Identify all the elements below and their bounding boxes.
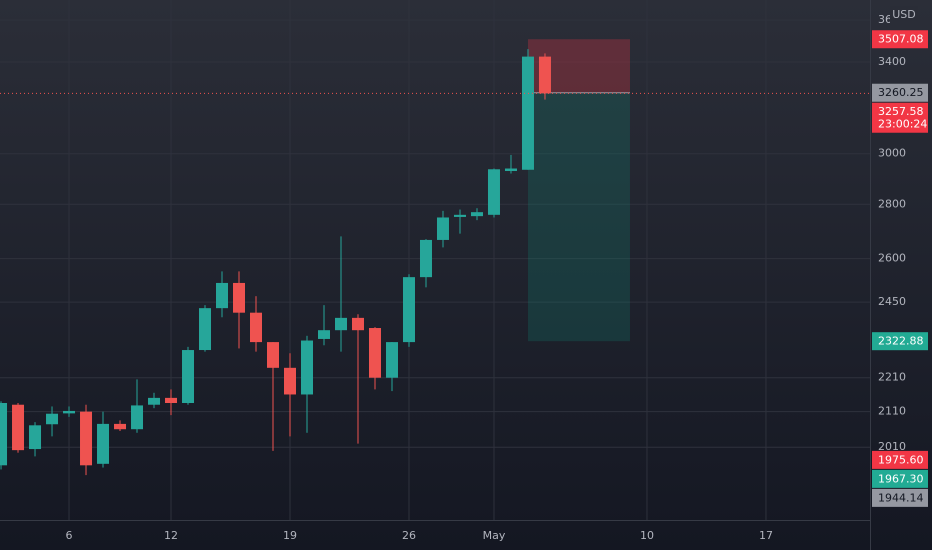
candle-body xyxy=(521,56,534,170)
candle-body xyxy=(29,425,42,450)
candle-body xyxy=(114,423,127,430)
y-tick-label: 2210 xyxy=(878,371,906,384)
candle-body xyxy=(233,282,246,313)
x-tick-label: 12 xyxy=(164,529,178,542)
candle-body xyxy=(199,308,212,351)
price-tag-label: 2322.88 xyxy=(878,335,924,348)
y-tick-label: 2110 xyxy=(878,405,906,418)
candle-body xyxy=(250,312,263,343)
y-tick-label: 3400 xyxy=(878,55,906,68)
price-tag-label: 3260.25 xyxy=(878,86,924,99)
x-tick-label: 17 xyxy=(759,529,773,542)
currency-bg xyxy=(890,6,918,24)
price-tag xyxy=(872,102,928,133)
candle-body xyxy=(63,410,76,414)
candle-body xyxy=(0,403,8,466)
candle-body xyxy=(267,342,280,368)
candle-body xyxy=(436,217,449,240)
candle-body xyxy=(538,56,551,94)
countdown-label: 23:00:24 xyxy=(878,118,927,131)
price-tag-label: 1944.14 xyxy=(878,491,924,504)
price-tag xyxy=(872,488,928,507)
candle-body xyxy=(334,317,347,331)
candle-body xyxy=(453,214,466,217)
price-tag-label: 1967.30 xyxy=(878,472,924,485)
candle-body xyxy=(148,397,161,405)
y-tick-label: 2600 xyxy=(878,252,906,265)
target-zone xyxy=(527,92,630,342)
candle-body xyxy=(504,168,517,172)
candle-body xyxy=(284,367,296,395)
y-tick-label: 2450 xyxy=(878,295,906,308)
candle-body xyxy=(317,330,330,339)
candle-body xyxy=(385,342,398,378)
grid xyxy=(0,0,870,520)
candle-body xyxy=(419,239,432,278)
candle-body xyxy=(97,423,110,464)
candle-body xyxy=(165,397,178,404)
candle-body xyxy=(216,282,229,309)
y-tick-label: 2010 xyxy=(878,440,906,453)
price-tag xyxy=(872,30,928,49)
candle-body xyxy=(351,317,364,331)
price-tag xyxy=(872,450,928,469)
candle-body xyxy=(300,340,313,395)
candle-body xyxy=(470,212,483,217)
x-tick-label: 10 xyxy=(640,529,654,542)
currency-label: USD xyxy=(892,8,916,21)
candle-body xyxy=(182,350,195,404)
price-tag xyxy=(872,332,928,351)
candle-body xyxy=(402,277,415,343)
price-tag-label: 1975.60 xyxy=(878,453,924,466)
candle-body xyxy=(487,169,500,215)
price-tag-label: 3507.08 xyxy=(878,33,924,46)
candle-body xyxy=(80,411,93,466)
candle-body xyxy=(12,404,25,451)
y-tick-label: 3000 xyxy=(878,147,906,160)
candle-body xyxy=(131,405,144,430)
x-tick-label: May xyxy=(483,529,506,542)
candle-body xyxy=(46,413,59,425)
price-tag-label: 3257.58 xyxy=(878,105,924,118)
x-tick-label: 19 xyxy=(283,529,297,542)
candles xyxy=(0,49,870,476)
x-tick-label: 26 xyxy=(402,529,416,542)
price-tag xyxy=(872,469,928,488)
x-tick-label: 6 xyxy=(66,529,73,542)
candle-body xyxy=(368,328,381,378)
price-tag xyxy=(872,83,928,102)
y-tick-label: 2800 xyxy=(878,197,906,210)
